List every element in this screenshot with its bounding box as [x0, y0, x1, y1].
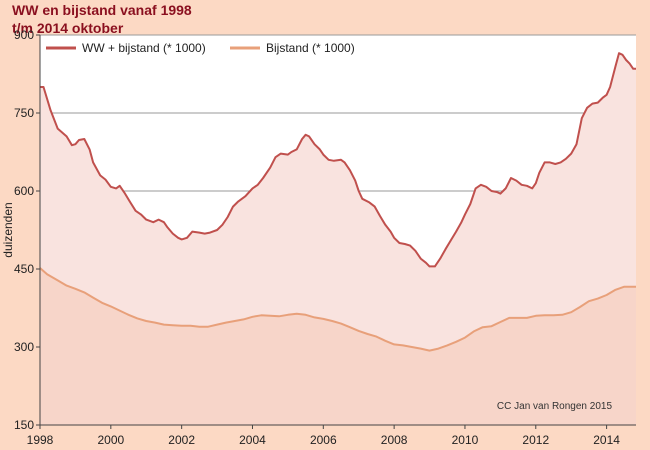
- series-line-bijstand: [39, 267, 636, 352]
- y-tick-label-750: 750: [14, 106, 34, 120]
- chart-subtitle: t/m 2014 oktober: [12, 20, 124, 36]
- x-tick-label-2012: 2012: [522, 433, 549, 447]
- x-tick-label-2002: 2002: [168, 433, 195, 447]
- chart-credit: CC Jan van Rongen 2015: [497, 401, 613, 412]
- y-tick-label-450: 450: [14, 262, 34, 276]
- legend-label-bijstand: Bijstand (* 1000): [266, 41, 355, 55]
- series-line-ww: [40, 52, 636, 268]
- x-axis-ticks: 1998 2000 2002 2004 2006 2008 2010 2012 2014: [27, 425, 620, 447]
- series-areas: [40, 53, 636, 425]
- x-tick-label-1998: 1998: [27, 433, 54, 447]
- x-tick-label-2014: 2014: [593, 433, 620, 447]
- x-tick-label-2010: 2010: [452, 433, 479, 447]
- y-tick-label-900: 900: [14, 28, 34, 42]
- x-tick-label-2006: 2006: [310, 433, 337, 447]
- y-axis-ticks: 150 300 450 600 750 900: [14, 28, 40, 432]
- y-tick-label-300: 300: [14, 340, 34, 354]
- y-axis-label: duizenden: [1, 202, 15, 257]
- series-area-bijstand: [40, 268, 636, 425]
- y-tick-label-600: 600: [14, 184, 34, 198]
- series-lines: [39, 52, 636, 352]
- y-tick-label-150: 150: [14, 418, 34, 432]
- x-tick-label-2008: 2008: [381, 433, 408, 447]
- legend: WW + bijstand (* 1000) Bijstand (* 1000): [46, 41, 355, 55]
- x-tick-label-2004: 2004: [239, 433, 266, 447]
- chart-title: WW en bijstand vanaf 1998: [12, 2, 192, 18]
- x-tick-label-2000: 2000: [97, 433, 124, 447]
- legend-label-ww: WW + bijstand (* 1000): [82, 41, 206, 55]
